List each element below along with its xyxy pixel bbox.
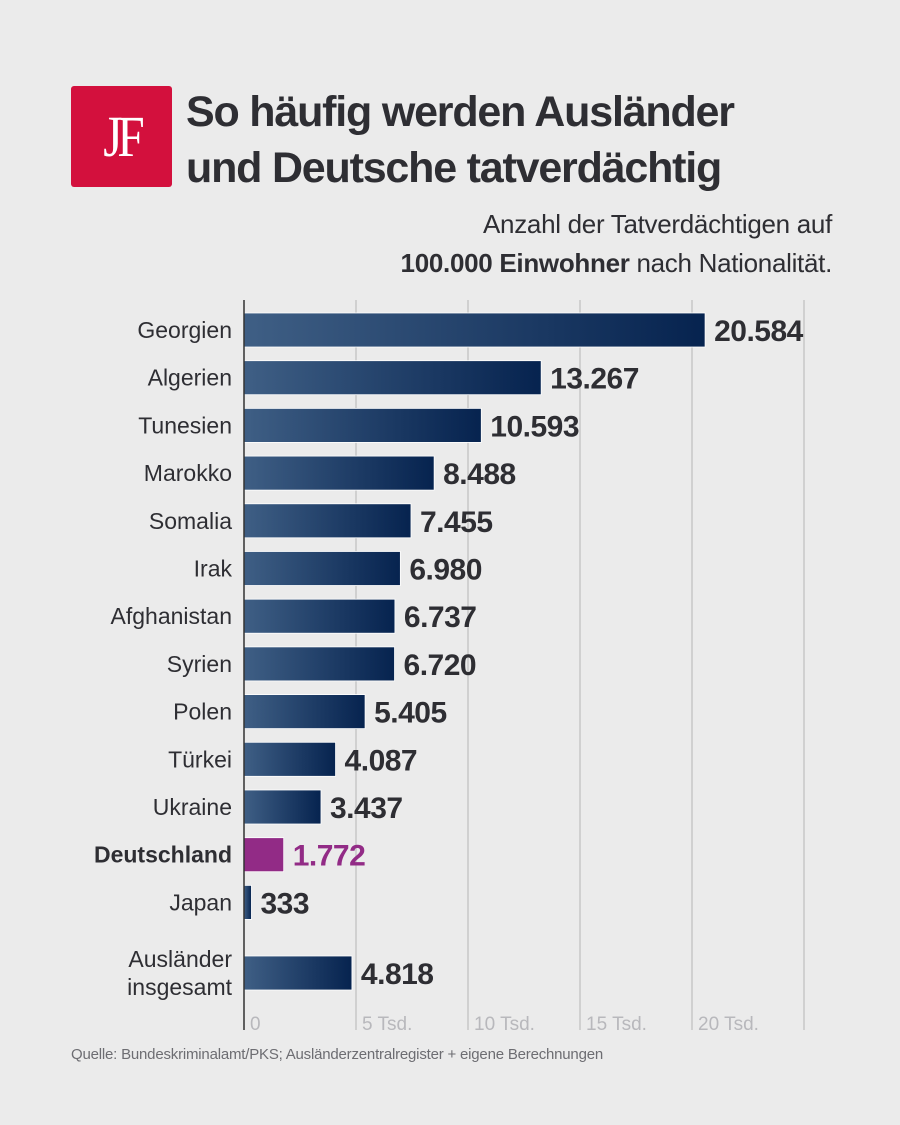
bar	[243, 885, 252, 920]
value-label: 6.720	[404, 649, 477, 682]
bar	[243, 789, 322, 825]
jf-logo: JF	[71, 86, 172, 187]
bar	[243, 551, 401, 586]
bar	[243, 694, 366, 729]
x-tick-label: 15 Tsd.	[586, 1014, 647, 1035]
category-label: Georgien	[137, 317, 232, 343]
x-tick-label: 10 Tsd.	[474, 1014, 535, 1035]
value-label: 10.593	[490, 410, 579, 443]
value-label: 4.087	[345, 744, 418, 777]
category-label: Japan	[169, 889, 232, 915]
category-label: Ausländer	[128, 946, 232, 972]
x-tick-label: 5 Tsd.	[362, 1014, 412, 1035]
value-label: 333	[260, 887, 309, 920]
bar	[243, 646, 395, 682]
value-label: 7.455	[420, 506, 493, 539]
category-label: Afghanistan	[111, 603, 232, 629]
category-label: Somalia	[149, 508, 232, 534]
value-label: 6.980	[409, 554, 482, 587]
value-label: 1.772	[293, 840, 366, 873]
bar	[243, 598, 396, 634]
value-label: 4.818	[361, 958, 434, 991]
category-label: Algerien	[148, 365, 232, 391]
bar	[243, 360, 542, 396]
bar	[243, 741, 336, 777]
category-label: Türkei	[168, 746, 232, 772]
category-label: Irak	[194, 556, 233, 582]
value-label: 20.584	[714, 315, 804, 348]
chart-title: So häufig werden Ausländer und Deutsche t…	[186, 88, 735, 192]
bar	[243, 955, 353, 991]
bar	[243, 312, 706, 348]
category-label: Polen	[173, 699, 232, 725]
value-label: 8.488	[443, 458, 516, 491]
bar	[243, 407, 482, 443]
category-label: Deutschland	[94, 842, 232, 868]
category-label: Marokko	[144, 460, 232, 486]
value-label: 6.737	[404, 601, 477, 634]
value-label: 3.437	[330, 792, 403, 825]
category-label: Tunesien	[138, 412, 232, 438]
category-label: insgesamt	[127, 974, 232, 1000]
x-tick-label: 0	[250, 1014, 261, 1035]
x-tick-label: 20 Tsd.	[698, 1014, 759, 1035]
bar	[243, 503, 412, 539]
category-label: Ukraine	[153, 794, 232, 820]
bar	[243, 455, 435, 491]
bar	[243, 837, 285, 873]
value-label: 5.405	[374, 697, 447, 730]
value-label: 13.267	[550, 363, 639, 396]
source-note: Quelle: Bundeskriminalamt/PKS; Ausländer…	[71, 1046, 604, 1063]
category-label: Syrien	[167, 651, 232, 677]
chart-subtitle: Anzahl der Tatverdächtigen auf 100.000 Ei…	[400, 209, 833, 278]
